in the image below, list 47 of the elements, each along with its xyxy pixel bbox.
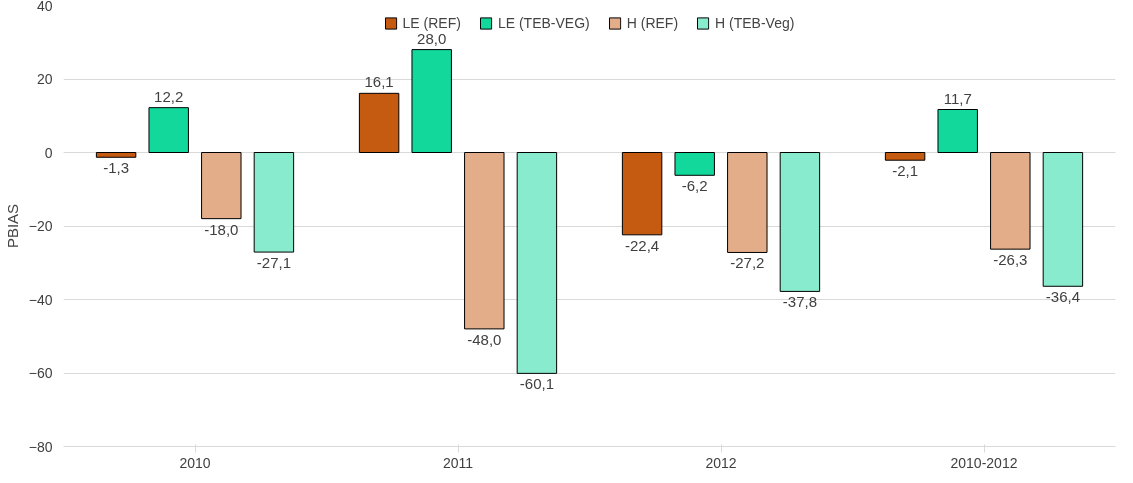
data-label: 16,1 (364, 73, 394, 91)
data-label: -27,1 (256, 254, 292, 272)
bar (621, 152, 663, 236)
bar (411, 49, 452, 153)
x-tick-label: 2011 (442, 454, 474, 471)
bar (1042, 152, 1084, 287)
data-label: -36,4 (1045, 288, 1081, 306)
bar (95, 152, 137, 158)
y-axis-title: PBIAS (3, 203, 21, 249)
data-label: -48,0 (467, 330, 502, 348)
data-label: -60,1 (519, 375, 555, 393)
data-label: -2,1 (892, 162, 919, 180)
legend-label: H (REF) (626, 15, 679, 31)
bar (516, 152, 558, 374)
legend-label: H (TEB-Veg) (715, 15, 795, 31)
bar (779, 152, 821, 292)
legend-label: LE (REF) (402, 15, 461, 31)
data-label: -27,2 (730, 254, 765, 272)
data-label: -6,2 (681, 177, 708, 195)
bar (253, 152, 295, 253)
x-tick-label: 2010-2012 (950, 454, 1018, 471)
bar (674, 152, 715, 176)
data-label: -18,0 (204, 220, 239, 238)
x-tick-label: 2010 (179, 454, 211, 471)
data-label: 11,7 (943, 89, 972, 107)
data-label: -26,3 (993, 251, 1028, 269)
data-label: 12,2 (154, 87, 184, 105)
y-tick-label: −60 (28, 365, 53, 381)
bar (201, 152, 242, 220)
data-label: -37,8 (782, 293, 818, 311)
bar (990, 152, 1031, 250)
bar (148, 107, 189, 153)
y-tick-label: −80 (28, 438, 53, 455)
x-tick-label: 2012 (705, 454, 737, 471)
y-tick-label: −20 (28, 218, 53, 234)
bar (464, 152, 505, 330)
bar (884, 152, 926, 161)
y-tick-label: 40 (36, 0, 53, 14)
bar (727, 152, 768, 253)
y-tick-label: 20 (36, 71, 53, 87)
legend-label: LE (TEB-VEG) (497, 15, 590, 31)
data-label: -1,3 (103, 159, 130, 177)
data-label: -22,4 (625, 236, 660, 254)
y-tick-label: −40 (28, 291, 53, 308)
y-tick-label: 0 (44, 144, 53, 161)
bar (937, 109, 978, 153)
bar (358, 92, 400, 153)
